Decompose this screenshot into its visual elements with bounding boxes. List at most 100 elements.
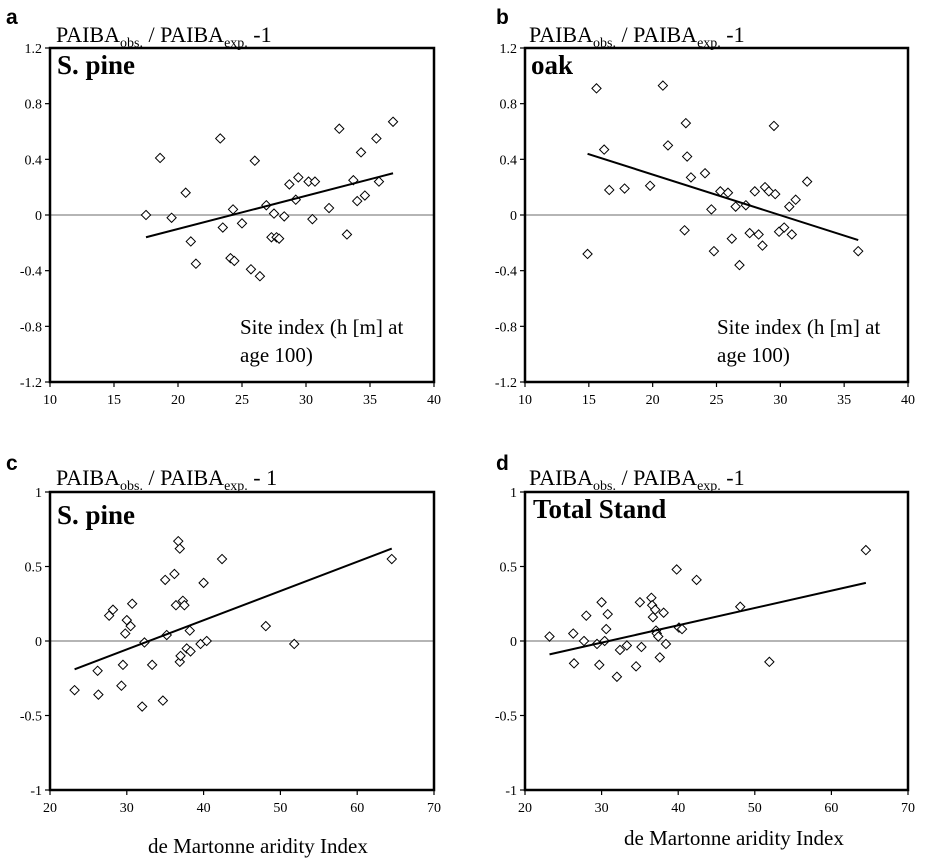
panel-d-data-point <box>614 644 626 656</box>
panel-b-plot: -1.2 -0.8 -0.4 0 0.4 0.8 1.2 10 15 20 25 30 35 40 <box>495 42 915 408</box>
panel-b-data-point <box>730 201 741 212</box>
panel-c-data-point <box>116 680 127 692</box>
panel-d-xtick-label: 60 <box>824 801 838 816</box>
panel-a-data-point <box>268 208 280 219</box>
panel-d-data-point <box>654 652 666 663</box>
panel-a-data-point <box>154 152 166 164</box>
panel-b-trendline <box>587 152 859 242</box>
panel-a-xtick-label: 30 <box>299 393 313 408</box>
panel-c-trendline <box>74 547 393 671</box>
panel-c-data-point <box>136 701 148 712</box>
panel-d-data-point <box>621 640 633 651</box>
panel-b-data-point <box>757 240 768 251</box>
panel-d-data-point <box>593 659 605 671</box>
panel-a-xtick-label: 10 <box>43 393 57 408</box>
panel-d-data-point <box>596 596 607 608</box>
panel-c-data-point <box>172 535 184 547</box>
panel-c-data-point <box>146 659 158 671</box>
panel-c-data-point <box>185 646 196 657</box>
panel-a-data-point <box>140 209 152 221</box>
panel-c-data-point <box>107 604 119 616</box>
panel-c-data-point <box>69 684 80 696</box>
panel-a-data-point <box>214 133 226 144</box>
panel-b-inner-title: oak <box>531 50 573 80</box>
panel-d: d PAIBAobs. / PAIBAexp. -1 -1 -0.5 0 0.5 1 20… <box>495 452 915 850</box>
panel-b-ytick-label: 0 <box>510 209 517 224</box>
panel-b-data-point <box>619 183 630 194</box>
panel-b-data-point <box>662 140 674 151</box>
panel-b-data-point <box>734 259 745 271</box>
panel-d-xtick-label: 20 <box>518 801 532 816</box>
panel-a-data-point <box>355 147 367 158</box>
panel-a-data-point <box>245 263 257 275</box>
panel-b-data-point <box>753 229 764 240</box>
panel-a-ytick-label: 0 <box>35 209 42 224</box>
panel-c-xtick-label: 30 <box>120 801 134 816</box>
panel-c-data-point <box>157 695 169 706</box>
panel-c-data-point <box>288 638 300 650</box>
panel-d-ytick-label: 1 <box>510 486 517 501</box>
panel-a-data-point <box>371 133 382 144</box>
panel-b-data-point <box>598 144 610 155</box>
panel-a-data-point <box>236 218 248 229</box>
panel-b-data-point <box>722 187 734 199</box>
panel-d-xtick-label: 70 <box>901 801 915 816</box>
panel-b: b PAIBAobs. / PAIBAexp. -1 -1.2 -0.8 -0.4 0… <box>495 6 915 408</box>
panel-d-ytick-label: 0 <box>510 635 517 650</box>
panel-b-data-point <box>680 117 692 129</box>
panel-d-data-point <box>764 656 775 668</box>
panel-c-data-point <box>125 620 136 632</box>
panel-c-data-point <box>386 553 398 565</box>
panel-d-data-point <box>860 544 872 556</box>
panel-a-data-point <box>185 236 197 247</box>
panel-b-data-point <box>708 245 720 257</box>
panel-b-data-point <box>603 184 615 196</box>
panel-a-data-point <box>278 211 290 222</box>
panel-b-data-point <box>657 80 669 91</box>
panel-a-xtick-label: 15 <box>107 393 121 408</box>
panel-a-xtick-label: 35 <box>363 393 377 408</box>
panel-c-xtick-label: 70 <box>427 801 441 816</box>
panel-d-data-point <box>630 661 642 672</box>
panel-b-data-point <box>582 248 593 260</box>
panel-c-data-point <box>174 543 186 554</box>
panel-c-ytick-label: 1 <box>35 486 42 501</box>
panel-b-data-point <box>685 172 697 183</box>
panel-a-ytick-label: -1.2 <box>20 376 42 391</box>
panel-c-ytick-label: -0.5 <box>20 710 42 725</box>
panel-b-data-point <box>644 180 656 192</box>
panel-a-plot: -1.2 -0.8 -0.4 0 0.4 0.8 1.2 10 15 20 25 30 35 40 <box>20 42 441 408</box>
panel-b-xtick-label: 35 <box>837 393 851 408</box>
panel-d-ytick-label: -1 <box>505 784 517 799</box>
panel-d-inner-title: Total Stand <box>533 494 666 524</box>
panel-a-data-point <box>254 270 266 282</box>
panel-b-data-point <box>790 194 801 205</box>
panel-c-data-point <box>184 625 196 636</box>
panel-c-data-point <box>126 598 138 610</box>
panel-a-ylabel: PAIBAobs. / PAIBAexp. -1 <box>56 22 272 51</box>
panel-c-ytick-label: 0 <box>35 635 42 650</box>
panel-b-annotation-line2: age 100) <box>717 343 790 367</box>
panel-a-data-point <box>307 213 318 225</box>
panel-a-ytick-label: 0.4 <box>25 153 43 168</box>
panel-c-data-point <box>201 635 212 647</box>
panel-d-ytick-label: 0.5 <box>500 561 518 576</box>
panel-d-xtick-label: 30 <box>595 801 609 816</box>
panel-c-data-point <box>93 689 104 700</box>
panel-b-annotation-line1: Site index (h [m] at <box>717 315 880 339</box>
panel-b-data-point <box>783 201 795 212</box>
panel-d-letter: d <box>496 452 509 475</box>
panel-c-data-point <box>117 659 129 671</box>
panel-b-data-point <box>763 186 775 197</box>
panel-a-data-point <box>323 202 335 214</box>
panel-d-data-point <box>568 658 580 669</box>
panel-d-xtick-label: 40 <box>671 801 685 816</box>
panel-d-frame <box>523 490 910 792</box>
panel-c-ytick-label: 0.5 <box>25 561 43 576</box>
panel-c-ytick-label: -1 <box>30 784 42 799</box>
panel-d-data-point <box>671 564 682 575</box>
panel-d-data-point <box>611 671 623 683</box>
panel-b-data-point <box>726 233 738 244</box>
panel-b-data-point <box>768 120 780 132</box>
panel-c-frame <box>48 490 436 792</box>
